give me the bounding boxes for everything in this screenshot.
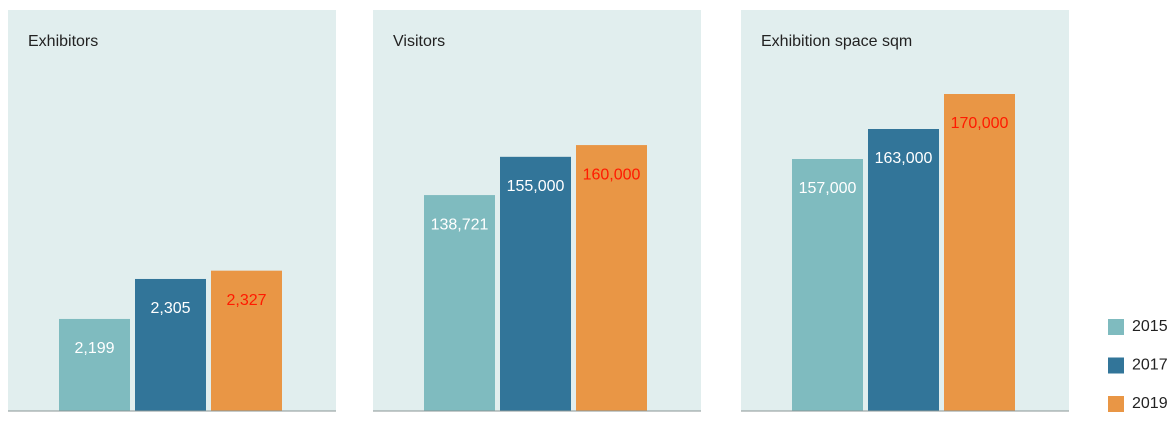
bar (135, 278, 206, 411)
bar (424, 195, 495, 411)
value-label: 155,000 (507, 178, 565, 195)
value-label: 2,327 (226, 292, 266, 309)
chart-title: Visitors (393, 33, 445, 50)
bar (576, 145, 647, 411)
value-label: 2,305 (150, 300, 190, 317)
value-label: 2,199 (74, 340, 114, 357)
bar (59, 318, 130, 411)
bar (500, 156, 571, 411)
value-label: 157,000 (799, 180, 857, 197)
value-label: 160,000 (583, 166, 641, 183)
bar (792, 159, 863, 411)
legend-label: 2017 (1132, 357, 1168, 374)
bar (211, 270, 282, 411)
chart-title: Exhibition space sqm (761, 33, 912, 50)
legend-swatch (1108, 357, 1124, 374)
legend-label: 2015 (1132, 318, 1168, 335)
value-label: 163,000 (875, 150, 933, 167)
bar (868, 129, 939, 411)
bar (944, 94, 1015, 411)
chart-title: Exhibitors (28, 33, 98, 50)
value-label: 138,721 (431, 216, 489, 233)
value-label: 170,000 (951, 115, 1009, 132)
legend-swatch (1108, 396, 1124, 412)
legend-swatch (1108, 319, 1124, 335)
legend-label: 2019 (1132, 395, 1168, 412)
